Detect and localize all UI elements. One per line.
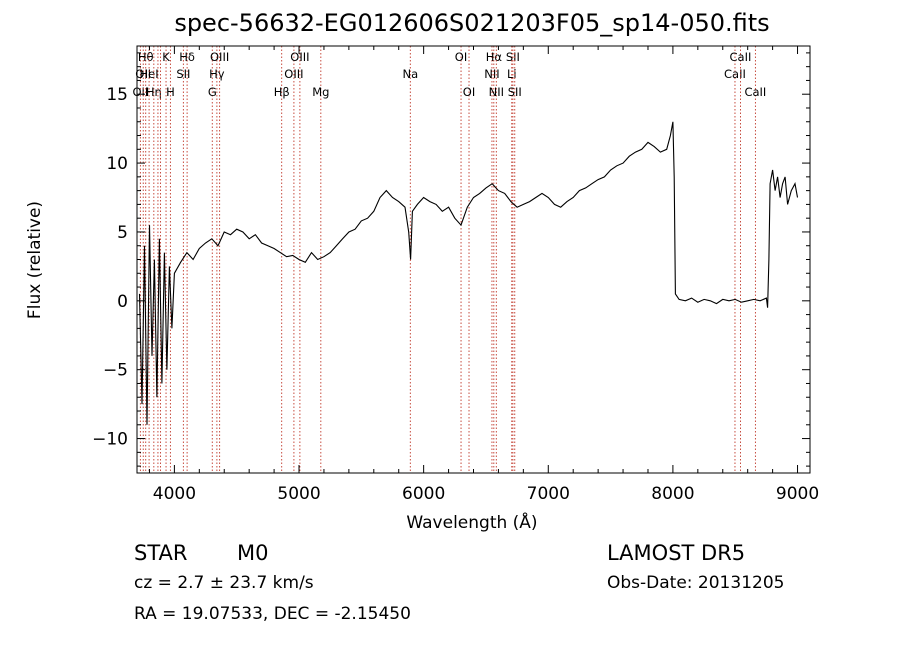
- x-axis-label: Wavelength (Å): [406, 511, 537, 533]
- y-tick-label: −5: [103, 361, 128, 381]
- plot-frame: [136, 45, 811, 474]
- spectral-line-label: Li: [507, 67, 517, 81]
- spectral-line-label: NII: [489, 85, 504, 99]
- spectral-line-label: Na: [402, 67, 418, 81]
- x-tick-label: 9000: [776, 484, 819, 504]
- spectral-line-label: Hβ: [274, 85, 290, 99]
- spectral-line-label: CaII: [724, 67, 746, 81]
- x-tick-label: 8000: [651, 484, 694, 504]
- spectral-line-label: HeI: [140, 67, 159, 81]
- subclass-label: M0: [237, 541, 269, 565]
- spectral-line-label: OI: [455, 50, 467, 64]
- y-axis-label: Flux (relative): [25, 201, 45, 319]
- chart-title: spec-56632-EG012606S021203F05_sp14-050.f…: [174, 9, 769, 37]
- survey-label: LAMOST DR5: [607, 541, 746, 565]
- y-tick-label: 10: [106, 154, 128, 174]
- class-label: STAR: [134, 541, 188, 565]
- spectral-line-label: OIII: [284, 67, 303, 81]
- spectral-line-label: OIII: [210, 50, 229, 64]
- x-tick-label: 5000: [277, 484, 320, 504]
- spectrum-series: [138, 121, 799, 425]
- spectral-line-label: K: [162, 50, 170, 64]
- spectral-line-label: CaII: [744, 85, 766, 99]
- spectral-line-label: OIII: [290, 50, 309, 64]
- spectral-line-label: OI: [463, 85, 475, 99]
- obs-date: Obs-Date: 20131205: [607, 573, 785, 593]
- spectral-line-label: SII: [506, 50, 520, 64]
- spectral-line-label: Hη: [146, 85, 162, 99]
- y-tick-label: −10: [92, 430, 128, 450]
- spectral-line-label: Hα: [486, 50, 503, 64]
- spectral-line-markers: OIIOIIHθHeIHηKHSIIHδGHγOIIIHβOIIIOIIIMgN…: [132, 46, 766, 473]
- spectral-line-label: Hδ: [179, 50, 195, 64]
- ra-dec-readout: RA = 19.07533, DEC = -2.15450: [134, 604, 411, 624]
- spectral-line-label: G: [208, 85, 217, 99]
- axis-ticks: [137, 46, 810, 473]
- y-tick-label: 15: [106, 85, 128, 105]
- x-tick-label: 7000: [527, 484, 570, 504]
- spectral-line-label: CaII: [730, 50, 752, 64]
- spectral-line-label: SII: [176, 67, 190, 81]
- spectrum-line: [138, 121, 799, 425]
- spectral-line-label: OII: [135, 67, 151, 81]
- spectral-line-label: H: [166, 85, 175, 99]
- axis-tick-labels: 4000 5000 6000 7000 8000 9000 −10 −5 0 5 10 15: [92, 85, 819, 504]
- spectral-line-label: Hθ: [138, 50, 154, 64]
- x-tick-label: 4000: [153, 484, 196, 504]
- spectral-line-label: SII: [508, 85, 522, 99]
- y-tick-label: 0: [117, 292, 128, 312]
- spectral-line-label: Mg: [312, 85, 329, 99]
- spectral-line-label: NII: [484, 67, 499, 81]
- spectral-line-label: OII: [132, 85, 148, 99]
- x-tick-label: 6000: [402, 484, 445, 504]
- spectral-line-label: Hγ: [209, 67, 225, 81]
- cz-readout: cz = 2.7 ± 23.7 km/s: [134, 573, 314, 593]
- y-tick-label: 5: [117, 223, 128, 243]
